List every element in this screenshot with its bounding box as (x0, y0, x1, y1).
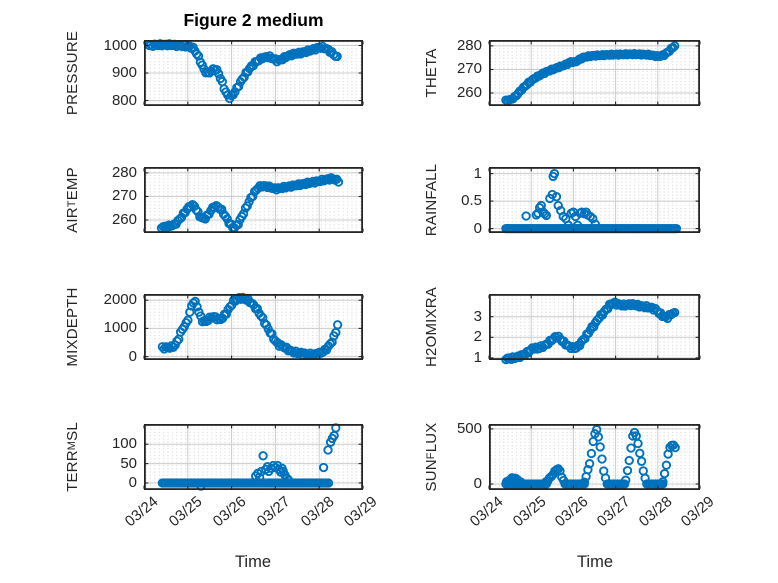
plot-area-air-temp (143, 166, 364, 233)
x-tick-label: 03/26 (551, 493, 592, 531)
y-tick-label: 280 (456, 36, 482, 54)
x-tick-label: 03/27 (593, 493, 634, 531)
y-axis-label-pressure: PRESSURE (63, 30, 81, 116)
y-tick-label: 1 (473, 164, 482, 182)
plot-area-terr-msl (143, 423, 364, 491)
y-axis-label-rainfall: RAINFALL (422, 163, 440, 237)
x-tick-label: 03/25 (166, 493, 206, 531)
y-tick-label: 0.5 (461, 192, 482, 210)
axes-box (488, 293, 700, 360)
y-tick-label: 0 (128, 347, 137, 365)
plot-area-mixdepth (143, 292, 364, 361)
y-tick-label: 2 (473, 328, 482, 346)
y-axis-label-air-temp: AIR T EMP (63, 167, 81, 233)
y-tick-label: 100 (111, 435, 137, 453)
y-tick-label: 280 (111, 163, 137, 181)
y-tick-label: 900 (111, 64, 137, 81)
data-markers (157, 292, 343, 361)
y-tick-label: 3 (473, 307, 482, 325)
subplot-rainfall (488, 166, 701, 234)
x-tick-label: 03/28 (297, 493, 338, 531)
plot-area-pressure (143, 39, 364, 106)
y-tick-label: 270 (111, 187, 137, 205)
data-markers (157, 423, 341, 491)
axes-box (488, 423, 700, 490)
x-axis-title-right: Time (576, 553, 614, 571)
tick-marks (488, 168, 701, 232)
x-tick-label: 03/29 (678, 493, 718, 531)
subplot-terr-msl (143, 423, 364, 491)
y-tick-label: 0 (473, 474, 482, 492)
tick-marks (143, 41, 364, 105)
y-tick-label: 50 (120, 454, 137, 472)
plot-area-h2omixra (488, 293, 701, 365)
axes-box (143, 39, 363, 106)
data-markers (501, 297, 680, 365)
y-tick-label: 1 (473, 348, 482, 366)
x-tick-label: 03/25 (509, 493, 550, 531)
plot-area-theta (488, 39, 701, 106)
x-tick-label: 03/27 (253, 493, 294, 531)
tick-marks (488, 425, 701, 489)
axes-box (143, 293, 363, 360)
y-tick-label: 2000 (103, 291, 137, 309)
subplot-mixdepth (143, 292, 364, 361)
y-axis-label-h2omixra: H2OMIXRA (422, 287, 440, 367)
axes-box (143, 166, 363, 233)
subplot-sun-flux (488, 423, 701, 490)
x-tick-label: 03/28 (636, 493, 676, 531)
x-tick-label: 03/26 (209, 493, 250, 531)
subplot-h2omixra (488, 293, 701, 365)
y-axis-label-mixdepth: MIXDEPTH (63, 287, 81, 367)
y-tick-label: 1000 (103, 36, 137, 54)
tick-marks (488, 295, 701, 359)
subplot-air-temp (143, 166, 364, 233)
x-axis-title-left: Time (234, 553, 272, 571)
tick-marks (488, 41, 701, 105)
y-tick-label: 0 (473, 219, 482, 237)
plot-area-sun-flux (488, 423, 701, 490)
y-axis-label-theta: THETA (422, 48, 440, 98)
subplot-theta (488, 39, 701, 106)
figure-title: Figure 2 medium (183, 10, 324, 30)
data-markers (501, 41, 680, 106)
y-tick-label: 0 (128, 474, 137, 491)
y-tick-label: 270 (456, 60, 482, 78)
y-tick-label: 260 (456, 84, 482, 102)
axes-box (488, 166, 700, 233)
y-tick-label: 260 (111, 211, 137, 229)
y-axis-label-terr-msl: TERR M SL (63, 422, 81, 492)
plot-area-rainfall (488, 166, 701, 234)
subplot-pressure (143, 39, 364, 106)
tick-marks (143, 425, 364, 489)
tick-marks (143, 168, 364, 232)
tick-marks (143, 295, 364, 359)
axes-box (143, 423, 363, 490)
y-tick-label: 1000 (103, 319, 137, 337)
data-markers (156, 173, 344, 233)
axes-box (488, 39, 700, 106)
y-tick-label: 500 (456, 419, 482, 437)
y-tick-label: 800 (111, 91, 137, 109)
